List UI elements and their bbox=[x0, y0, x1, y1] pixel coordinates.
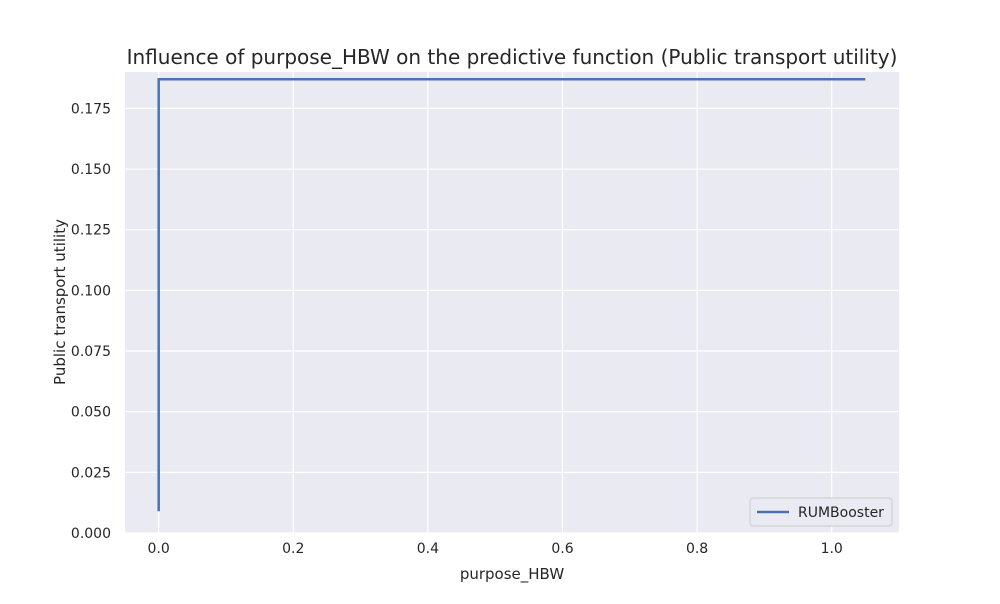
y-tick-labels: 0.000 0.025 0.050 0.075 0.100 0.125 0.150 0.175 bbox=[71, 101, 111, 542]
legend-label: RUMBooster bbox=[798, 505, 884, 521]
x-tick-label: 0.8 bbox=[686, 541, 708, 557]
y-tick-label: 0.050 bbox=[71, 405, 111, 421]
grid-lines bbox=[125, 72, 899, 534]
series-layer bbox=[157, 78, 866, 512]
chart-title: Influence of purpose_HBW on the predicti… bbox=[127, 45, 898, 69]
x-tick-labels: 0.0 0.2 0.4 0.6 0.8 1.0 bbox=[148, 541, 843, 557]
plot-area bbox=[125, 72, 899, 533]
y-axis-label: Public transport utility bbox=[51, 219, 69, 385]
y-tick-label: 0.125 bbox=[71, 223, 111, 239]
x-tick-label: 1.0 bbox=[821, 541, 843, 557]
x-tick-label: 0.2 bbox=[282, 541, 304, 557]
legend: RUMBooster bbox=[749, 497, 893, 527]
x-axis-label: purpose_HBW bbox=[460, 565, 564, 584]
y-tick-label: 0.175 bbox=[71, 101, 111, 117]
y-tick-label: 0.025 bbox=[71, 465, 111, 481]
y-tick-label: 0.150 bbox=[71, 162, 111, 178]
x-tick-label: 0.0 bbox=[148, 541, 170, 557]
x-tick-label: 0.6 bbox=[551, 541, 573, 557]
legend-box bbox=[749, 497, 893, 527]
y-tick-label: 0.075 bbox=[71, 344, 111, 360]
y-tick-label: 0.100 bbox=[71, 283, 111, 299]
x-tick-label: 0.4 bbox=[417, 541, 439, 557]
y-tick-label: 0.000 bbox=[71, 526, 111, 542]
series-line-0 bbox=[157, 78, 866, 512]
